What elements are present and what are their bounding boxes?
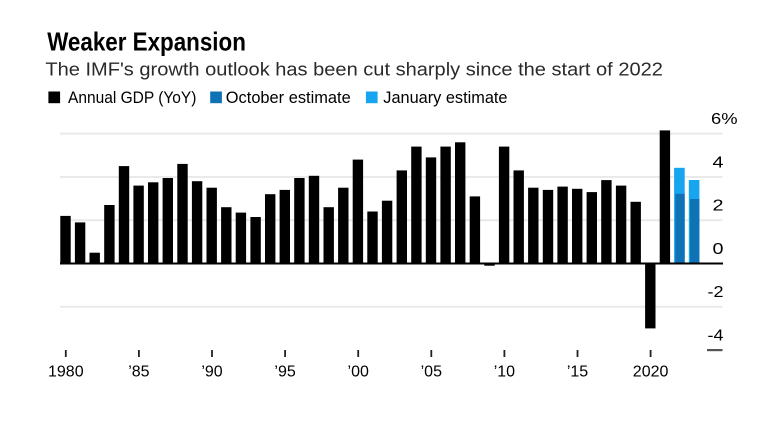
svg-text:’00: ’00: [348, 364, 369, 381]
svg-text:4: 4: [713, 154, 724, 171]
svg-text:’90: ’90: [201, 364, 222, 381]
svg-text:’15: ’15: [567, 364, 588, 381]
svg-text:2020: 2020: [633, 364, 669, 381]
svg-text:’95: ’95: [274, 364, 295, 381]
svg-text:’85: ’85: [128, 364, 149, 381]
svg-text:Weaker Expansion: Weaker Expansion: [47, 27, 246, 57]
svg-text:-2: -2: [708, 284, 724, 301]
svg-text:6%: 6%: [711, 111, 738, 128]
svg-text:January estimate: January estimate: [383, 89, 507, 107]
svg-text:-4: -4: [708, 328, 724, 345]
svg-text:’05: ’05: [421, 364, 442, 381]
svg-text:Annual GDP (YoY): Annual GDP (YoY): [68, 89, 196, 107]
svg-text:1980: 1980: [48, 364, 84, 381]
svg-text:The IMF's growth outlook has b: The IMF's growth outlook has been cut sh…: [45, 59, 663, 80]
svg-text:October estimate: October estimate: [226, 89, 351, 107]
svg-text:2: 2: [713, 198, 724, 215]
svg-text:0: 0: [713, 241, 724, 258]
svg-text:’10: ’10: [494, 364, 515, 381]
